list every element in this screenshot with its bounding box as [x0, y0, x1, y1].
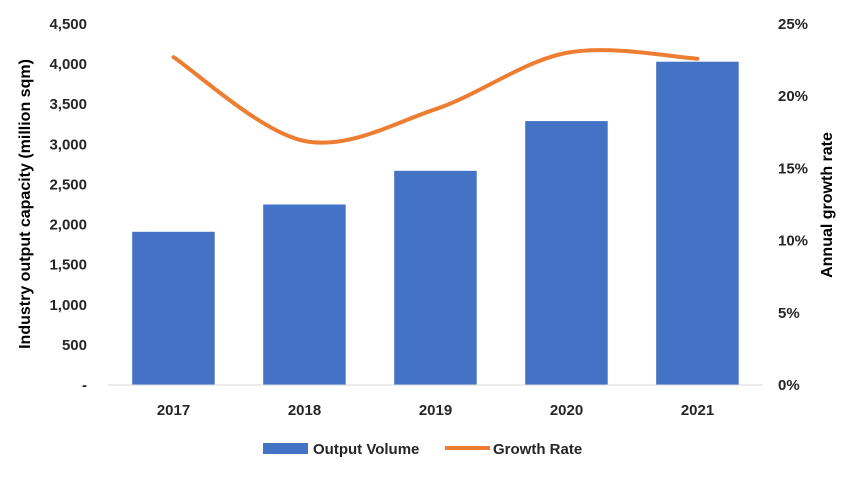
y-left-tick-label: 4,500	[49, 16, 87, 33]
y-right-tick-label: 25%	[778, 16, 808, 33]
x-tick-label: 2021	[681, 402, 714, 419]
y-right-tick-label: 20%	[778, 88, 808, 105]
x-tick-label: 2020	[550, 402, 583, 419]
y-left-tick-label: 500	[62, 337, 87, 354]
legend: Output Volume Growth Rate	[263, 441, 582, 458]
x-tick-label: 2018	[288, 402, 321, 419]
x-tick-label: 2017	[157, 402, 190, 419]
y-axis-right-ticks: 0% 5% 10% 15% 20% 25%	[778, 16, 808, 394]
y-left-tick-label: 4,000	[49, 56, 87, 73]
y-right-tick-label: 10%	[778, 233, 808, 250]
bar-2020	[525, 121, 608, 385]
legend-swatch-output-volume	[263, 443, 308, 454]
y-left-tick-label: 3,500	[49, 96, 87, 113]
y-left-tick-label: 3,000	[49, 136, 87, 153]
y-left-tick-label: 1,000	[49, 297, 87, 314]
y-left-tick-label: 2,000	[49, 217, 87, 234]
growth-rate-line	[171, 48, 700, 145]
bar-series	[132, 61, 739, 385]
bar-2019	[394, 170, 477, 385]
y-right-tick-label: 15%	[778, 160, 808, 177]
y-right-tick-label: 5%	[778, 305, 800, 322]
y-right-tick-label: 0%	[778, 377, 800, 394]
y-left-tick-label: 1,500	[49, 257, 87, 274]
legend-label-growth-rate: Growth Rate	[493, 441, 582, 458]
bar-2018	[263, 204, 346, 385]
line-series	[171, 48, 700, 145]
y-axis-left-ticks: - 500 1,000 1,500 2,000 2,500 3,000 3,500 4,000 4…	[49, 16, 87, 394]
y-left-tick-label: -	[82, 377, 87, 394]
bar-2017	[132, 231, 215, 385]
bar-2021	[656, 61, 739, 385]
y-left-tick-label: 2,500	[49, 176, 87, 193]
y-axis-right-title: Annual growth rate	[819, 132, 836, 278]
x-tick-label: 2019	[419, 402, 452, 419]
x-axis-ticks: 2017 2018 2019 2020 2021	[157, 402, 714, 419]
y-axis-left-title: Industry output capacity (million sqm)	[17, 59, 34, 349]
legend-label-output-volume: Output Volume	[313, 441, 419, 458]
